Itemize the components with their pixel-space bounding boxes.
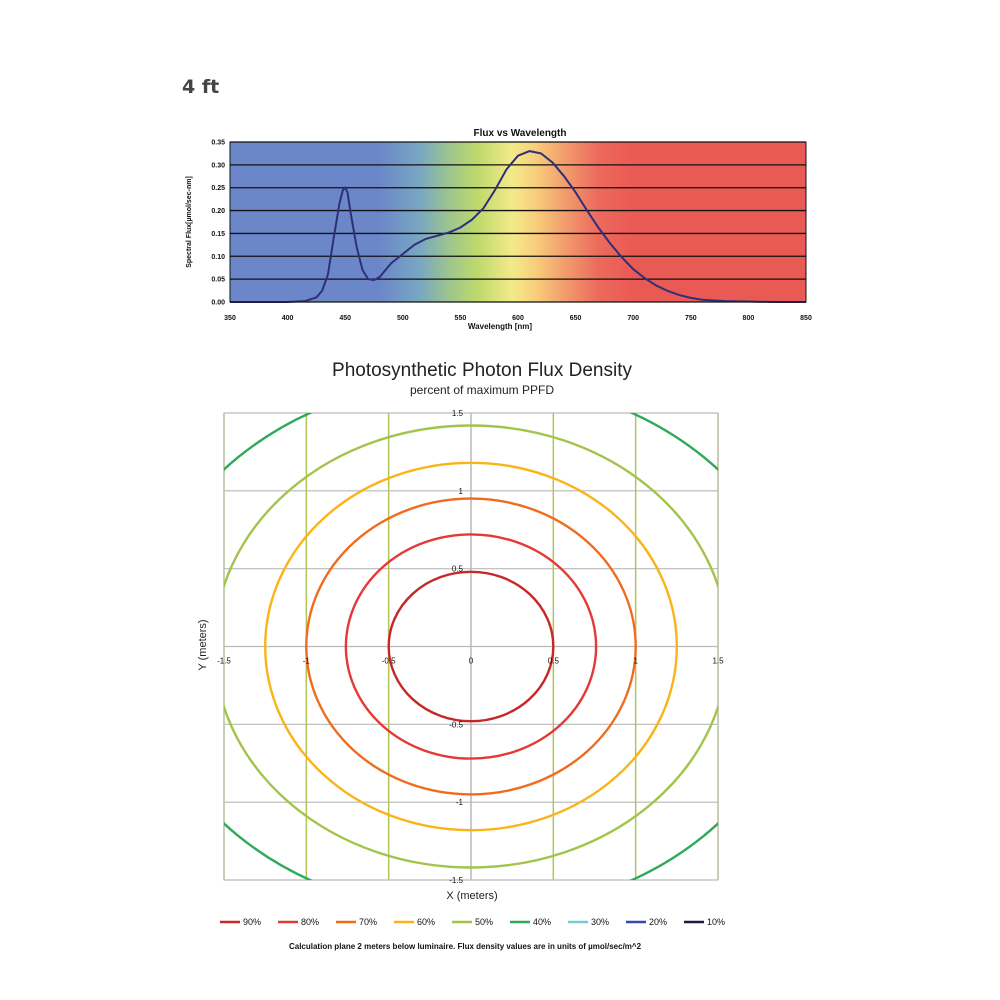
page-label: 4 ft bbox=[182, 76, 220, 98]
ppfd-contour-line bbox=[180, 352, 780, 962]
ppfd-legend-label: 30% bbox=[591, 917, 609, 927]
ppfd-legend-label: 20% bbox=[649, 917, 667, 927]
spectrum-y-tick-label: 0.15 bbox=[211, 231, 225, 238]
ppfd-x-tick-label: 1 bbox=[633, 657, 638, 666]
ppfd-plot-border bbox=[223, 412, 719, 881]
ppfd-y-tick-label: 1.5 bbox=[452, 409, 464, 418]
spectrum-x-tick-label: 400 bbox=[282, 315, 294, 322]
ppfd-x-tick-label: -0.5 bbox=[382, 657, 396, 666]
ppfd-contour-line bbox=[387, 570, 555, 723]
ppfd-legend-label: 40% bbox=[533, 917, 551, 927]
ppfd-caption: Calculation plane 2 meters below luminai… bbox=[289, 942, 642, 951]
ppfd-legend-label: 80% bbox=[301, 917, 319, 927]
spectrum-x-label: Wavelength [nm] bbox=[468, 322, 532, 331]
spectrum-x-ticks: 350 400 450 500 550 600 650 700 750 800 850 bbox=[224, 315, 812, 322]
spectrum-x-tick-label: 800 bbox=[743, 315, 755, 322]
spectrum-y-tick-label: 0.10 bbox=[211, 254, 225, 261]
spectrum-y-label: Spectral Flux[µmol/sec-nm] bbox=[186, 176, 193, 268]
spectrum-x-tick-label: 450 bbox=[339, 315, 351, 322]
ppfd-contour-line bbox=[224, 424, 718, 869]
spectrum-x-tick-label: 550 bbox=[455, 315, 467, 322]
ppfd-title: Photosynthetic Photon Flux Density bbox=[332, 360, 632, 381]
ppfd-x-tick-label: -1.5 bbox=[217, 657, 231, 666]
spectrum-y-tick-label: 0.00 bbox=[211, 300, 225, 307]
ppfd-legend-label: 60% bbox=[417, 917, 435, 927]
spectrum-plot-border bbox=[229, 141, 807, 303]
ppfd-x-tick-label: -1 bbox=[303, 657, 311, 666]
spectrum-y-tick-label: 0.35 bbox=[211, 140, 225, 147]
spectrum-title: Flux vs Wavelength bbox=[474, 128, 567, 139]
ppfd-contour-line bbox=[344, 533, 598, 760]
spectrum-y-tick-label: 0.20 bbox=[211, 208, 225, 215]
spectrum-x-tick-label: 650 bbox=[570, 315, 582, 322]
ppfd-legend: 90% 80% 70% 60% 50% 40% 30% 20% 10% bbox=[220, 917, 725, 927]
ppfd-y-tick-label: 1 bbox=[459, 487, 464, 496]
spectrum-y-tick-label: 0.05 bbox=[211, 277, 225, 284]
spectrum-y-tick-label: 0.30 bbox=[211, 162, 225, 169]
spectrum-x-tick-label: 600 bbox=[512, 315, 524, 322]
ppfd-y-label: Y (meters) bbox=[197, 619, 209, 670]
ppfd-y-tick-label: 0.5 bbox=[452, 565, 464, 574]
spectrum-y-tick-label: 0.25 bbox=[211, 185, 225, 192]
ppfd-contour-line bbox=[263, 461, 679, 832]
spectrum-x-tick-label: 700 bbox=[627, 315, 639, 322]
ppfd-y-tick-label: -0.5 bbox=[449, 720, 463, 729]
ppfd-y-tick-label: -1.5 bbox=[449, 876, 463, 885]
spectrum-y-ticks: 0.00 0.05 0.10 0.15 0.20 0.25 0.30 0.35 bbox=[211, 140, 225, 307]
ppfd-contour-line bbox=[305, 497, 637, 796]
spectrum-chart: Flux vs Wavelength 0.000.050.100.150.200… bbox=[186, 128, 812, 331]
spectrum-x-tick-label: 850 bbox=[800, 315, 812, 322]
ppfd-chart: Photosynthetic Photon Flux Density perce… bbox=[180, 352, 780, 962]
ppfd-x-tick-label: 1.5 bbox=[712, 657, 724, 666]
spectrum-x-tick-label: 750 bbox=[685, 315, 697, 322]
ppfd-contours bbox=[180, 352, 780, 962]
ppfd-y-tick-label: -1 bbox=[456, 798, 464, 807]
ppfd-x-label: X (meters) bbox=[446, 890, 497, 902]
spectrum-x-tick-label: 350 bbox=[224, 315, 236, 322]
ppfd-legend-label: 90% bbox=[243, 917, 261, 927]
spectrum-plot-background bbox=[230, 142, 806, 302]
ppfd-legend-label: 50% bbox=[475, 917, 493, 927]
ppfd-legend-label: 10% bbox=[707, 917, 725, 927]
ppfd-legend-label: 70% bbox=[359, 917, 377, 927]
ppfd-subtitle: percent of maximum PPFD bbox=[410, 383, 554, 397]
ppfd-x-tick-label: 0.5 bbox=[548, 657, 560, 666]
ppfd-tick-labels: -1.5 -1 -0.5 0 0.5 1 1.5 1.5 1 0.5 -0.5 -1 -1.5 bbox=[217, 409, 724, 885]
spectral-flux-series-line bbox=[230, 150, 806, 303]
spectrum-x-tick-label: 500 bbox=[397, 315, 409, 322]
ppfd-x-tick-label: 0 bbox=[469, 657, 474, 666]
